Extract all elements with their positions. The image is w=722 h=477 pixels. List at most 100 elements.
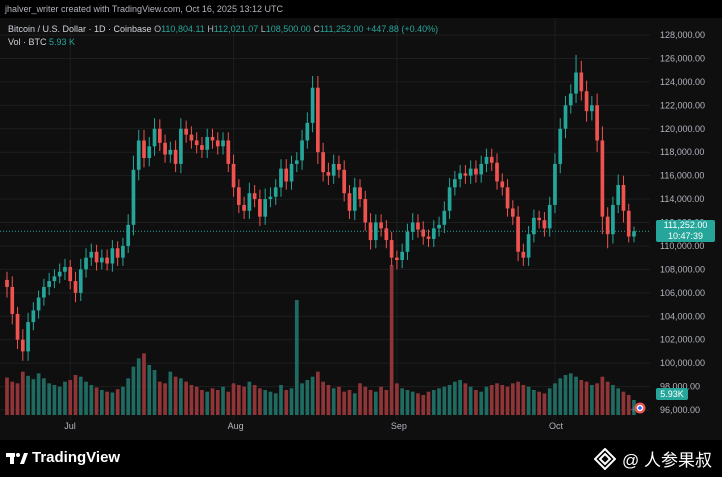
- candle-body: [547, 204, 552, 229]
- candle-body: [142, 140, 146, 159]
- volume-bar: [210, 388, 215, 415]
- volume-bar: [342, 391, 347, 415]
- candle-body: [84, 257, 88, 270]
- volume-bar: [331, 388, 336, 415]
- candle-body: [342, 169, 347, 194]
- candle-body: [337, 163, 341, 170]
- close-value: 111,252.00: [319, 24, 364, 34]
- y-tick-label: 118,000.00: [660, 147, 704, 157]
- volume-bar: [558, 378, 563, 415]
- volume-bar: [510, 383, 515, 415]
- volume-bar: [231, 383, 236, 415]
- candle-body: [189, 134, 194, 141]
- volume-bar: [121, 386, 125, 415]
- volume-bar: [611, 385, 615, 415]
- candle-body: [600, 140, 605, 217]
- volume-bar: [337, 386, 341, 415]
- volume-bar: [15, 383, 20, 415]
- candle-body: [595, 105, 599, 141]
- volume-bar: [405, 390, 410, 415]
- candle-body: [247, 193, 252, 211]
- volume-bar: [221, 386, 225, 415]
- candle-body: [5, 279, 9, 287]
- watermark-text: @ 人参果叔: [622, 451, 712, 470]
- candle-body: [368, 222, 373, 241]
- candle-body: [621, 185, 626, 211]
- y-tick-label: 122,000.00: [660, 100, 705, 110]
- volume-bar: [574, 376, 578, 415]
- x-tick-label: Aug: [228, 421, 244, 431]
- candle-body: [289, 163, 294, 182]
- volume-bar: [458, 380, 462, 415]
- candle-body: [453, 179, 457, 188]
- candle-body: [42, 286, 46, 298]
- volume-bar: [605, 381, 610, 415]
- volume-bar: [526, 386, 531, 415]
- candle-body: [152, 128, 157, 147]
- candle-body: [537, 217, 542, 221]
- candle-body: [526, 234, 531, 258]
- candle-body: [437, 224, 441, 229]
- price-chart[interactable]: 128,000.00 126,000.00 124,000.00 122,000.00…: [0, 18, 722, 440]
- volume-bar: [89, 385, 94, 415]
- volume-bar: [47, 383, 51, 415]
- tradingview-brand: TradingView: [32, 449, 121, 466]
- volume-bar: [147, 365, 152, 415]
- candle-body: [389, 240, 394, 258]
- candle-body: [36, 297, 41, 311]
- candle-body: [405, 231, 410, 252]
- volume-bar: [468, 386, 473, 415]
- volume-bar: [395, 383, 399, 415]
- candle-body: [352, 187, 357, 211]
- candle-body: [52, 276, 57, 282]
- volume-bar: [579, 380, 584, 415]
- volume-bar: [279, 385, 283, 415]
- volume-bar: [310, 376, 315, 415]
- y-tick-label: 110,000.00: [660, 241, 704, 251]
- candle-body: [484, 156, 489, 164]
- open-key: O: [154, 24, 162, 34]
- volume-legend: Vol · BTC 5.93 K: [8, 37, 75, 47]
- volume-value: 5.93 K: [49, 37, 76, 47]
- volume-bar: [179, 378, 183, 415]
- volume-bar: [284, 390, 289, 415]
- volume-bar: [410, 391, 415, 415]
- candle-body: [568, 93, 573, 106]
- candle-body: [78, 269, 83, 293]
- tradingview-logo[interactable]: TradingView: [6, 449, 120, 466]
- candle-body: [516, 216, 520, 252]
- event-flag-icon[interactable]: +: [630, 402, 646, 414]
- candle-body: [442, 210, 447, 225]
- candle-body: [347, 193, 352, 211]
- y-tick-label: 96,000.00: [660, 405, 700, 415]
- y-tick-label: 108,000.00: [660, 264, 705, 274]
- volume-bar: [500, 385, 505, 415]
- volume-bar: [226, 391, 231, 415]
- candle-body: [510, 208, 515, 217]
- candle-body: [458, 173, 462, 180]
- caption-bar: jhalver_writer created with TradingView.…: [0, 0, 722, 18]
- volume-bar: [389, 265, 394, 415]
- candle-body: [495, 162, 499, 182]
- volume-bar: [600, 376, 605, 415]
- volume-bar: [305, 380, 310, 415]
- volume-bar: [268, 391, 273, 415]
- candle-body: [294, 160, 299, 164]
- volume-bar: [505, 386, 510, 415]
- volume-bar: [626, 395, 631, 415]
- candle-body: [20, 339, 25, 352]
- volume-bar: [68, 380, 73, 415]
- y-tick-label: 114,000.00: [660, 194, 704, 204]
- candle-body: [268, 196, 273, 200]
- volume-bar: [99, 390, 104, 415]
- candle-body: [136, 140, 141, 170]
- volume-bar: [321, 381, 325, 415]
- candle-body: [63, 267, 67, 272]
- volume-bar: [173, 376, 178, 415]
- volume-bar: [152, 370, 157, 415]
- candle-body: [94, 251, 99, 263]
- candle-body: [273, 187, 278, 197]
- candle-body: [179, 128, 183, 164]
- candlestick-chart[interactable]: 128,000.00 126,000.00 124,000.00 122,000.00…: [0, 18, 722, 440]
- bar-countdown: 10:47:39: [667, 231, 704, 242]
